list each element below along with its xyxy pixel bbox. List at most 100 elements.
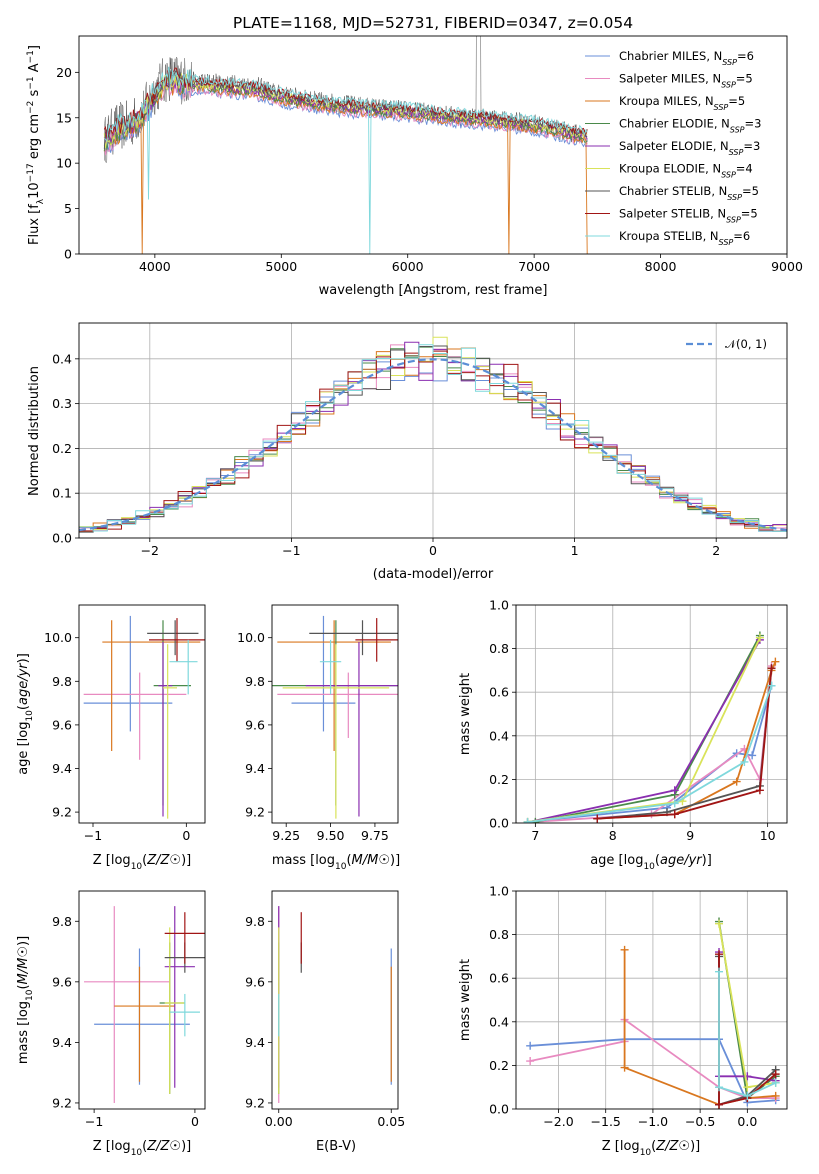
label-part: 10: [27, 182, 42, 199]
label-part: =5: [736, 72, 753, 86]
label-part: =5: [728, 94, 745, 108]
x-axis-label: mass [log10(M/M☉)]: [272, 853, 400, 872]
weight-line: [535, 635, 761, 823]
spectrum-model-line: [104, 66, 588, 254]
y-tick-label: 0.0: [52, 531, 72, 546]
weight-line: [527, 637, 761, 823]
figure-title: PLATE=1168, MJD=52731, FIBERID=0347, z=0…: [233, 14, 633, 32]
label-part: )]: [702, 853, 712, 868]
x-tick-label: 7000: [518, 259, 550, 274]
weight-marker: [526, 1041, 535, 1050]
legend-label: Chabrier ELODIE, NSSP=3: [619, 117, 761, 135]
legend-label: Kroupa ELODIE, NSSP=4: [619, 162, 753, 180]
y-tick-label: 9.8: [52, 914, 72, 929]
weight-marker: [732, 777, 741, 786]
y-tick-label: 0: [64, 247, 72, 262]
axes-frame: [78, 604, 206, 824]
y-tick-label: 1.0: [489, 884, 509, 899]
y-tick-label: 9.2: [52, 1095, 72, 1110]
label-part: =5: [741, 207, 758, 221]
label-part: SSP: [721, 170, 736, 179]
y-axis-label: mass weight: [458, 673, 473, 755]
label-part: Z [log: [93, 853, 131, 868]
weight-marker: [620, 945, 629, 954]
label-part: (: [142, 1139, 147, 1154]
y-tick-label: 9.6: [52, 974, 72, 989]
legend-label: Chabrier MILES, NSSP=6: [619, 49, 754, 67]
label-part: =6: [733, 229, 750, 243]
panel-spectrum: 4000 5000 6000 7000 8000 9000 0 5 10 15 20 waveleng…: [26, 35, 803, 298]
weight-marker: [771, 1070, 780, 1079]
plot-area: [272, 615, 398, 819]
label-part: 10: [25, 989, 35, 1001]
y-tick-label: 9.6: [245, 974, 265, 989]
weight-marker: [715, 1083, 724, 1092]
x-tick-label: 0.00: [265, 1114, 293, 1129]
weight-marker: [771, 1078, 780, 1087]
x-tick-label: −1.5: [591, 1114, 621, 1129]
y-axis-label: age [log10(age/yr)]: [16, 653, 35, 775]
label-part: Z/Z☉: [655, 1139, 690, 1154]
weight-marker: [771, 1091, 780, 1100]
x-tick-label: 5000: [265, 259, 297, 274]
label-part: 10: [131, 862, 143, 872]
legend-label: Kroupa STELIB, NSSP=6: [619, 229, 750, 247]
label-part: (: [16, 984, 31, 989]
x-axis-label: (data-model)/error: [373, 567, 494, 582]
x-tick-label: 0.05: [377, 1114, 405, 1129]
label-part: age/yr: [16, 662, 31, 705]
legend-label: Salpeter STELIB, NSSP=5: [619, 207, 758, 225]
x-tick-label: −0.5: [685, 1114, 715, 1129]
label-part: (: [16, 705, 31, 710]
panel-age-vs-Z: −1 09.29.49.69.810.0Z [log10(Z/Z☉)]age [l…: [16, 604, 206, 872]
label-part: )]: [690, 1139, 700, 1154]
label-part: Chabrier MILES, N: [619, 49, 722, 63]
label-part: )]: [181, 853, 191, 868]
label-part: =4: [736, 162, 753, 176]
y-tick-label: 15: [56, 110, 72, 125]
weight-marker: [771, 657, 780, 666]
x-axis-label: wavelength [Angstrom, rest frame]: [319, 283, 548, 298]
label-part: Kroupa STELIB, N: [619, 229, 719, 243]
label-part: )]: [16, 936, 31, 946]
panel-residuals: −2 −1 0 1 2 0.0 0.1 0.2 0.3 0.4 (data-model)/error…: [27, 322, 788, 582]
x-tick-label: 9.75: [361, 828, 389, 843]
plot-area: [83, 615, 205, 819]
weight-line: [527, 685, 773, 823]
label-part: Kroupa ELODIE, N: [619, 162, 721, 176]
spectrum-model-line: [103, 80, 588, 156]
weight-marker: [526, 1057, 535, 1066]
panel-weight-vs-Z: −2.0 −1.5 −1.0 −0.5 0.0 0.0 0.2 0.4 0.6 0.8 1.0 Z […: [458, 884, 788, 1158]
label-part: 10: [131, 1148, 143, 1158]
weight-marker: [670, 786, 679, 795]
x-tick-label: 4000: [139, 259, 171, 274]
y-tick-label: 9.6: [52, 717, 72, 732]
label-part: (: [142, 853, 147, 868]
y-tick-label: 9.4: [245, 1035, 265, 1050]
y-tick-label: 0.6: [489, 685, 509, 700]
weight-marker: [593, 814, 602, 823]
y-tick-label: 9.8: [52, 674, 72, 689]
y-tick-label: 0.8: [489, 927, 509, 942]
weight-marker: [620, 1063, 629, 1072]
label-part: (: [346, 853, 351, 868]
weight-marker: [670, 810, 679, 819]
plot-area: [84, 906, 205, 1103]
label-part: −1: [26, 76, 36, 89]
weight-marker: [715, 919, 724, 928]
weight-marker: [715, 1100, 724, 1109]
spectrum-model-line: [103, 67, 588, 141]
weight-marker: [767, 681, 776, 690]
label-part: 10: [335, 862, 347, 872]
label-part: SSP: [721, 80, 736, 89]
axes-frame: [78, 322, 788, 539]
label-part: −2: [26, 101, 36, 114]
y-tick-label: 5: [64, 201, 72, 216]
label-part: Flux [f: [27, 204, 42, 245]
x-tick-label: −2.0: [543, 1114, 573, 1129]
label-part: SSP: [730, 125, 745, 134]
weight-marker: [748, 751, 757, 760]
x-tick-label: 9000: [771, 259, 803, 274]
label-part: −17: [26, 163, 36, 182]
y-tick-label: 1.0: [489, 598, 509, 613]
